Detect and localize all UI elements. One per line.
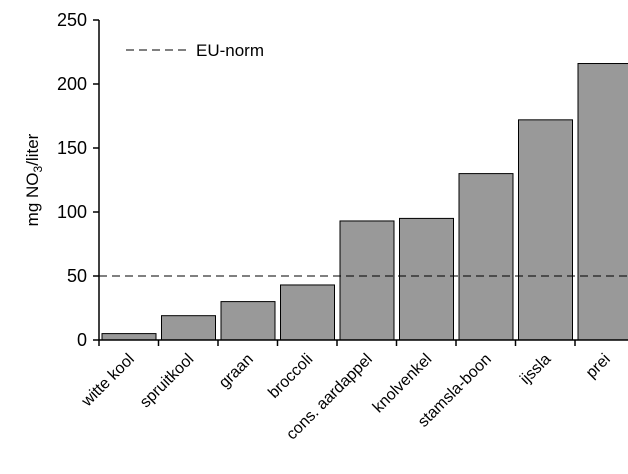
y-axis-label-tail: /liter [23, 133, 42, 165]
bar-knolvenkel [399, 217, 454, 341]
category-label-graan: graan [216, 351, 257, 392]
category-label-knolvenkel: knolvenkel [370, 351, 435, 416]
category-label-spruitkool: spruitkool [137, 351, 197, 411]
bars-group [101, 63, 628, 341]
bar-cons-aardappel [339, 220, 395, 341]
y-tick-label: 50 [67, 266, 87, 286]
y-tick-label: 0 [77, 330, 87, 350]
bar-ijssla [518, 119, 573, 341]
y-tick-label: 250 [57, 10, 87, 30]
category-label-broccoli: broccoli [265, 351, 316, 402]
bar-graan [220, 301, 276, 341]
y-tick-label: 150 [57, 138, 87, 158]
bar-spruitkool [161, 315, 216, 341]
legend: EU-norm [126, 41, 264, 60]
y-axis-label-subscript: 3 [31, 165, 45, 172]
legend-label-eu-norm: EU-norm [196, 41, 264, 60]
y-ticks-group: 0 50 100 150 200 250 [57, 10, 99, 350]
y-tick-label: 200 [57, 74, 87, 94]
y-tick-label: 100 [57, 202, 87, 222]
bar-stamsla-boon [458, 173, 514, 341]
x-ticks-group [98, 340, 576, 346]
y-axis-label: mg NO3/liter [23, 133, 45, 226]
category-label-witte-kool: witte kool [78, 351, 138, 411]
bar-witte-kool [101, 333, 157, 341]
bar-prei [577, 63, 628, 341]
category-label-ijssla: ijssla [517, 351, 554, 388]
y-axis-label-main: mg NO [23, 172, 42, 226]
bar-broccoli [280, 284, 335, 341]
category-label-prei: prei [583, 351, 614, 382]
